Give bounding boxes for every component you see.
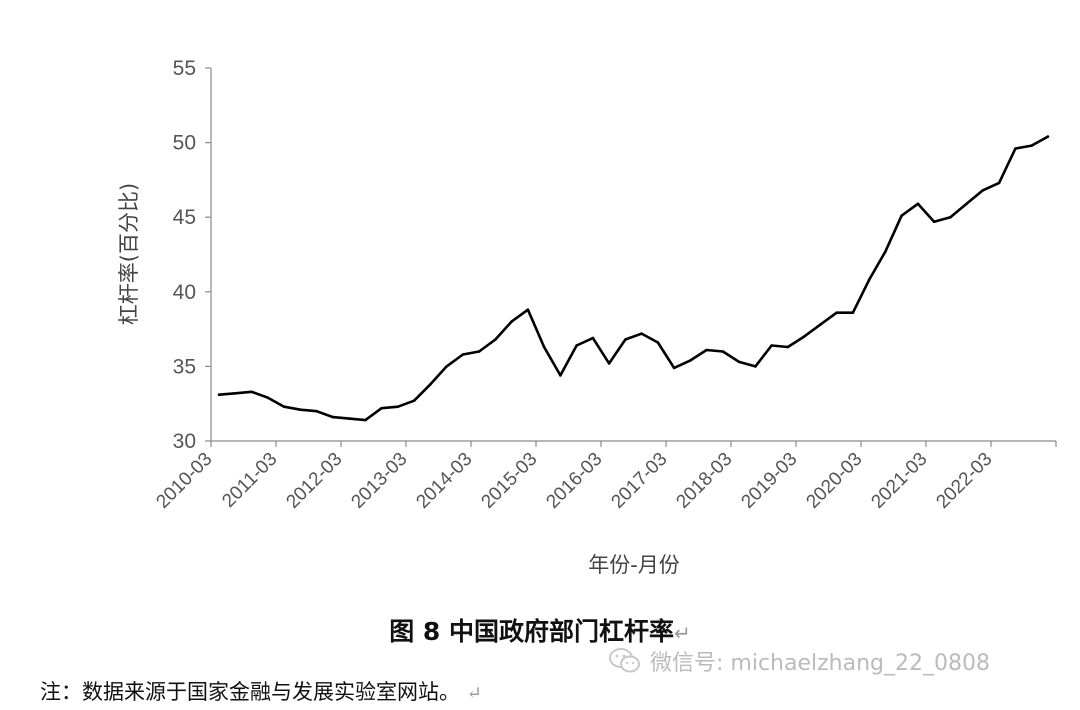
data-point xyxy=(916,202,920,206)
data-point xyxy=(282,405,286,409)
data-point xyxy=(607,362,611,365)
data-point xyxy=(640,332,643,335)
y-tick-label: 40 xyxy=(173,281,196,304)
line-chart: 30 35 40 45 50 55 2010-03 2011-03 2012-03 2013-0… xyxy=(117,57,1057,577)
x-tick-label: 2019-03 xyxy=(737,449,801,513)
data-point xyxy=(721,350,725,353)
data-point xyxy=(559,374,562,377)
figure-caption: 图 8 中国政府部门杠杆率↵ xyxy=(0,612,1080,648)
data-point xyxy=(347,417,351,420)
y-tick-label: 50 xyxy=(173,132,196,155)
x-axis-title: 年份-月份 xyxy=(588,553,680,577)
series-layer xyxy=(217,135,1050,422)
data-point xyxy=(819,323,822,326)
x-tick-label: 2012-03 xyxy=(282,449,346,513)
data-point xyxy=(965,202,968,206)
data-point xyxy=(364,418,367,422)
data-point xyxy=(477,350,481,353)
x-axis: 2010-03 2011-03 2012-03 2013-03 2014-03 2015-… xyxy=(152,440,1057,513)
data-point xyxy=(656,341,660,344)
data-point xyxy=(689,359,692,362)
data-point xyxy=(526,308,530,312)
x-tick-label: 2013-03 xyxy=(347,449,411,513)
data-point xyxy=(624,338,627,341)
wechat-icon xyxy=(609,648,640,673)
data-point xyxy=(770,344,773,347)
x-tick-label: 2021-03 xyxy=(867,449,931,513)
x-tick-label: 2020-03 xyxy=(802,449,866,513)
data-point xyxy=(331,415,335,419)
data-point xyxy=(250,390,253,394)
data-point xyxy=(786,345,790,349)
data-point xyxy=(884,250,887,253)
data-point xyxy=(266,396,270,400)
data-point xyxy=(412,399,416,403)
source-note-text: 注：数据来源于国家金融与发展实验室网站。 xyxy=(40,680,460,704)
data-point xyxy=(461,353,465,356)
data-point xyxy=(510,320,513,323)
data-point xyxy=(997,181,1001,185)
data-point xyxy=(1046,135,1050,138)
data-point xyxy=(315,409,318,413)
data-point xyxy=(867,278,871,282)
x-tick-label: 2016-03 xyxy=(542,449,606,513)
data-point xyxy=(1030,144,1033,147)
y-axis: 30 35 40 45 50 55 xyxy=(173,57,212,453)
y-tick-label: 45 xyxy=(173,206,196,229)
data-point xyxy=(429,383,432,386)
data-point xyxy=(754,365,757,368)
data-point xyxy=(900,214,903,217)
data-point xyxy=(932,220,936,223)
data-point xyxy=(494,338,497,341)
data-point xyxy=(542,345,546,349)
x-tick-label: 2015-03 xyxy=(477,449,541,513)
x-tick-label: 2010-03 xyxy=(152,449,216,513)
y-tick-label: 35 xyxy=(173,355,196,378)
watermark-text: 微信号: michaelzhang_22_0808 xyxy=(650,651,990,676)
y-tick-label: 55 xyxy=(173,57,196,80)
y-axis-title: 杠杆率(百分比) xyxy=(117,183,141,325)
y-tick-label: 30 xyxy=(173,430,196,453)
x-tick-label: 2018-03 xyxy=(672,449,736,513)
data-point xyxy=(802,335,806,338)
x-tick-label: 2017-03 xyxy=(607,449,671,513)
data-point xyxy=(835,311,838,315)
return-mark-icon: ↵ xyxy=(466,683,482,704)
x-tick-label: 2022-03 xyxy=(932,449,996,513)
data-point xyxy=(445,365,448,368)
data-point xyxy=(949,215,952,219)
x-tick-label: 2011-03 xyxy=(218,449,281,512)
data-point xyxy=(1014,147,1017,150)
data-point xyxy=(591,336,595,340)
data-point xyxy=(380,406,383,410)
source-note: 注：数据来源于国家金融与发展实验室网站。 ↵ xyxy=(40,676,482,706)
return-mark-icon: ↵ xyxy=(674,621,691,645)
data-point xyxy=(851,311,855,315)
data-point xyxy=(575,344,578,347)
data-point xyxy=(299,408,302,412)
figure-caption-text: 图 8 中国政府部门杠杆率 xyxy=(389,617,675,646)
data-point xyxy=(981,189,985,192)
data-point xyxy=(705,348,708,352)
data-point xyxy=(234,392,237,395)
watermark: 微信号: michaelzhang_22_0808 xyxy=(608,645,990,677)
x-tick-label: 2014-03 xyxy=(412,449,476,513)
series-line xyxy=(217,135,1050,422)
data-point xyxy=(396,405,400,409)
data-point xyxy=(672,366,676,370)
data-point xyxy=(737,360,741,364)
data-point xyxy=(217,393,221,397)
